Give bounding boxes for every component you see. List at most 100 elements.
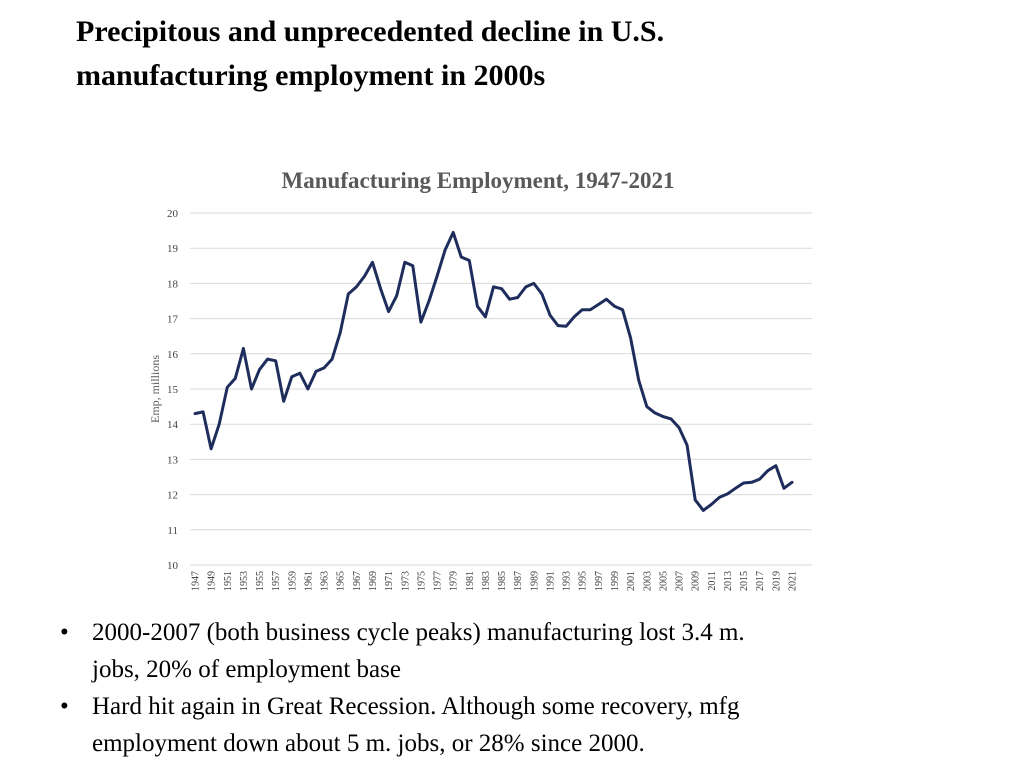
data-point: [750, 481, 753, 484]
line-chart: Manufacturing Employment, 1947-2021 Emp,…: [130, 160, 850, 605]
x-tick-label: 1979: [449, 571, 460, 591]
data-point: [226, 386, 229, 389]
data-point: [589, 308, 592, 311]
data-point: [411, 264, 415, 267]
x-tick-label: 1955: [255, 571, 266, 591]
data-point: [250, 387, 253, 391]
x-tick-label: 1971: [384, 571, 395, 591]
data-point: [468, 259, 471, 262]
data-point: [379, 287, 382, 290]
x-tick-label: 1987: [513, 571, 524, 591]
data-point: [290, 375, 294, 378]
x-tick-label: 1997: [594, 571, 605, 591]
data-point: [572, 315, 576, 319]
bullet-1-line-1: 2000-2007 (both business cycle peaks) ma…: [92, 619, 745, 646]
data-point: [500, 287, 503, 290]
x-tick-label: 2021: [788, 571, 799, 591]
series-line-manufacturing-employment: [193, 230, 794, 512]
slide-title-line-1: Precipitous and unprecedented decline in…: [76, 15, 665, 48]
data-point: [693, 498, 697, 502]
data-point: [718, 496, 721, 499]
data-point: [258, 368, 261, 371]
data-point: [435, 275, 439, 278]
x-tick-label: 1973: [400, 571, 411, 591]
data-point: [645, 405, 648, 408]
x-tick-label: 1977: [433, 571, 444, 591]
bullet-2-line-2: employment down about 5 m. jobs, or 28% …: [92, 730, 645, 757]
data-point: [532, 282, 536, 285]
x-tick-label: 1981: [465, 571, 476, 591]
data-point: [710, 503, 713, 506]
data-point: [637, 379, 640, 382]
x-tick-label: 1959: [287, 571, 298, 591]
x-tick-label: 2015: [739, 571, 750, 591]
y-axis-label: Emp, millions: [148, 355, 162, 423]
data-point: [403, 261, 406, 264]
bullet-item: • 2000-2007 (both business cycle peaks) …: [60, 614, 1000, 688]
data-point: [443, 248, 447, 252]
data-point: [322, 366, 326, 370]
x-tick-label: 1961: [303, 571, 314, 591]
x-tick-label: 1947: [191, 571, 202, 591]
data-point: [298, 371, 302, 375]
x-tick-label: 2001: [626, 571, 637, 591]
data-point: [726, 492, 729, 496]
data-point: [306, 387, 310, 391]
data-point: [605, 298, 608, 301]
data-point: [314, 370, 318, 373]
x-tick-label: 1985: [497, 571, 508, 591]
data-point: [484, 315, 487, 319]
data-point: [330, 357, 334, 361]
data-point: [363, 275, 366, 278]
x-tick-labels: 1947 1949 1951 1953 1955 1957 1959 1961 1963 1965…: [191, 571, 799, 591]
bullet-item: • Hard hit again in Great Recession. Alt…: [60, 688, 1000, 762]
bullet-list: • 2000-2007 (both business cycle peaks) …: [60, 614, 1000, 762]
x-tick-label: 1993: [562, 571, 573, 591]
x-tick-label: 2007: [675, 571, 686, 591]
x-tick-label: 1951: [223, 571, 234, 591]
data-point: [653, 411, 657, 415]
data-point: [460, 255, 463, 259]
grid-lines: [190, 212, 812, 566]
x-tick-label: 1991: [545, 571, 556, 591]
data-point: [734, 487, 737, 490]
data-point: [451, 231, 455, 234]
data-point: [339, 331, 342, 334]
x-tick-label: 2013: [723, 571, 734, 591]
data-point: [774, 464, 778, 467]
x-tick-label: 2019: [771, 571, 782, 591]
y-tick-label: 16: [167, 349, 179, 361]
x-tick-label: 1983: [481, 571, 492, 591]
data-point: [556, 324, 560, 327]
data-point: [242, 347, 245, 350]
data-point: [669, 417, 673, 421]
bullet-1-line-2: jobs, 20% of employment base: [92, 656, 401, 683]
data-point: [347, 292, 350, 296]
series-group: [193, 230, 794, 512]
y-tick-label: 15: [167, 384, 179, 396]
data-point: [419, 320, 423, 324]
data-point: [661, 415, 665, 418]
data-point: [685, 444, 689, 447]
data-point: [476, 305, 479, 308]
y-tick-label: 10: [167, 560, 179, 572]
data-point: [540, 292, 544, 296]
x-tick-label: 2011: [707, 571, 718, 591]
y-tick-label: 11: [167, 525, 178, 537]
bullet-2-line-1: Hard hit again in Great Recession. Altho…: [92, 693, 740, 720]
x-tick-label: 1989: [529, 571, 540, 591]
y-tick-label: 19: [167, 243, 179, 255]
x-tick-label: 1995: [578, 571, 589, 591]
x-tick-label: 2009: [691, 571, 702, 591]
y-tick-label: 18: [167, 278, 179, 290]
x-tick-label: 1963: [320, 571, 331, 591]
data-point: [782, 487, 786, 490]
data-point: [790, 481, 794, 484]
x-tick-label: 1999: [610, 571, 621, 591]
data-point: [766, 469, 769, 472]
data-point: [597, 303, 600, 306]
data-point: [508, 298, 511, 301]
data-point: [193, 412, 197, 415]
data-point: [758, 477, 761, 481]
x-tick-label: 1975: [416, 571, 427, 591]
